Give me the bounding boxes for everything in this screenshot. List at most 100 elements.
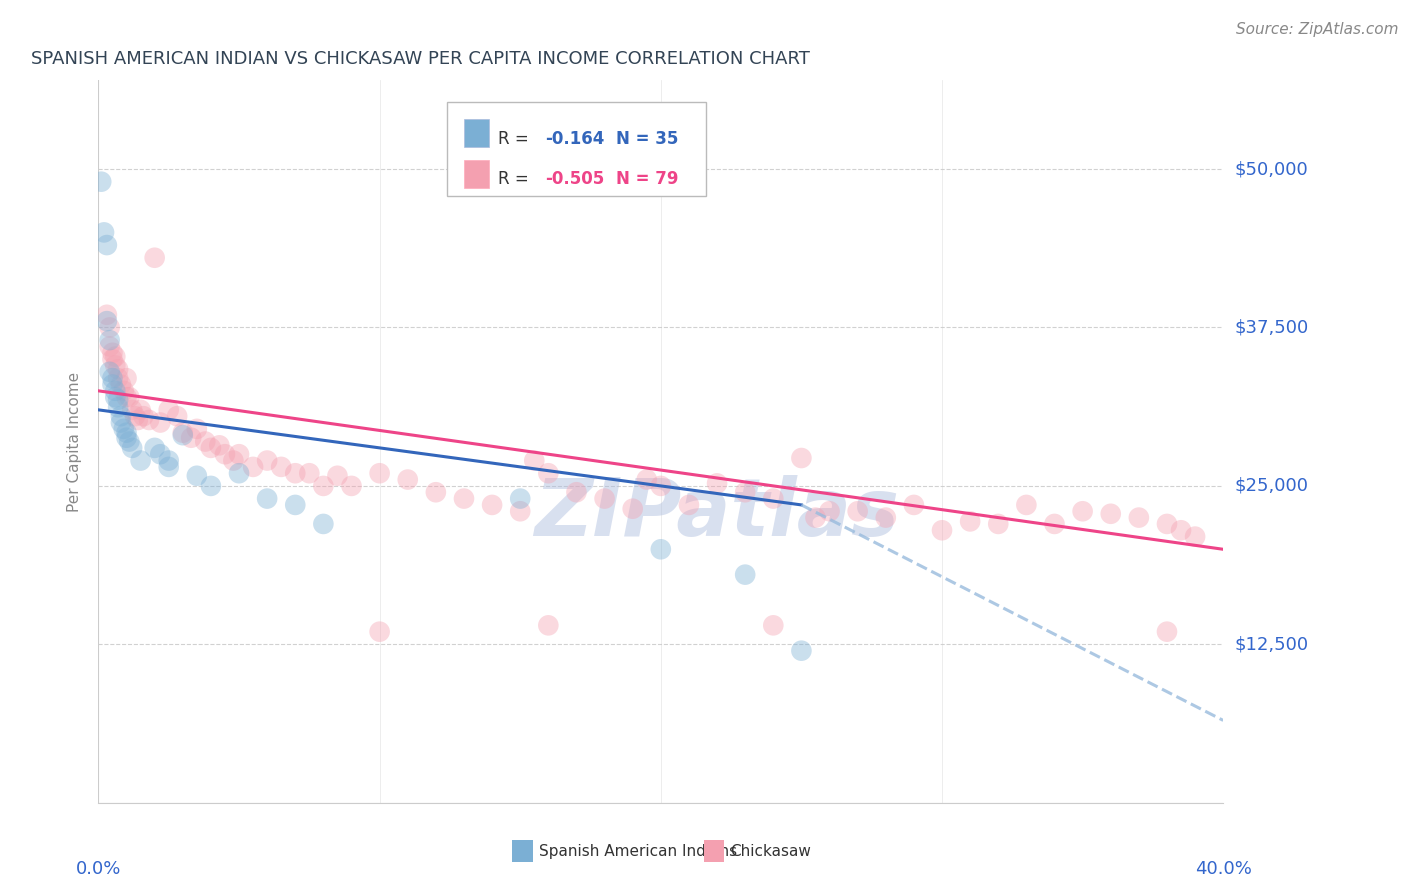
Point (115, 371, 138, 385)
Point (129, 453, 152, 467)
FancyBboxPatch shape (447, 102, 706, 196)
Text: SPANISH AMERICAN INDIAN VS CHICKASAW PER CAPITA INCOME CORRELATION CHART: SPANISH AMERICAN INDIAN VS CHICKASAW PER… (31, 50, 810, 68)
Point (107, 401, 129, 415)
Point (200, 479, 222, 493)
Point (340, 479, 363, 493)
Point (621, 501, 644, 516)
Text: -0.164: -0.164 (546, 129, 605, 147)
Point (523, 453, 546, 467)
Point (284, 467, 307, 481)
Point (1043, 516, 1066, 531)
Point (284, 498, 307, 512)
Point (166, 409, 188, 424)
Point (818, 504, 841, 518)
Point (208, 438, 231, 452)
Point (186, 468, 208, 483)
Point (172, 425, 194, 440)
Point (110, 377, 132, 392)
Point (228, 447, 250, 461)
Text: N = 79: N = 79 (616, 170, 678, 188)
Point (678, 498, 700, 512)
Point (121, 441, 143, 455)
Point (149, 416, 172, 430)
Point (143, 441, 166, 455)
Point (790, 450, 813, 465)
Text: ZIPatlas: ZIPatlas (534, 475, 900, 553)
Point (172, 428, 194, 442)
Point (509, 504, 531, 518)
Point (121, 402, 143, 417)
Point (425, 485, 447, 500)
Point (242, 459, 264, 474)
Point (93, 226, 115, 240)
Text: N = 35: N = 35 (616, 129, 678, 147)
Point (115, 425, 138, 440)
Point (312, 479, 335, 493)
Point (115, 390, 138, 404)
Point (96, 308, 118, 322)
Point (270, 459, 292, 474)
Point (987, 516, 1010, 531)
Point (762, 491, 785, 506)
Point (734, 485, 756, 500)
Point (90, 175, 112, 189)
Point (110, 416, 132, 430)
Point (107, 371, 129, 385)
Point (157, 402, 180, 417)
FancyBboxPatch shape (464, 120, 489, 147)
Point (1156, 516, 1178, 531)
Point (157, 453, 180, 467)
Point (903, 498, 925, 512)
Point (326, 468, 349, 483)
Point (636, 473, 658, 487)
Text: R =: R = (498, 170, 534, 188)
Text: 40.0%: 40.0% (1195, 860, 1251, 878)
Point (194, 434, 217, 449)
Point (537, 618, 560, 632)
Text: R =: R = (498, 129, 534, 147)
Point (98, 320, 121, 334)
Text: $25,000: $25,000 (1234, 477, 1309, 495)
Text: $12,500: $12,500 (1234, 635, 1309, 653)
Point (565, 485, 588, 500)
Point (762, 618, 785, 632)
Point (98, 333, 121, 347)
Point (107, 362, 129, 376)
Point (96, 238, 118, 252)
Point (112, 384, 135, 398)
Point (118, 434, 141, 449)
Point (101, 352, 124, 367)
Point (104, 359, 127, 373)
Point (101, 371, 124, 385)
Point (481, 498, 503, 512)
FancyBboxPatch shape (464, 160, 489, 187)
Point (104, 390, 127, 404)
Text: Spanish American Indians: Spanish American Indians (540, 844, 738, 859)
Point (537, 467, 560, 481)
Point (312, 516, 335, 531)
Point (1015, 498, 1038, 512)
Point (124, 409, 146, 424)
Point (157, 459, 180, 474)
Point (104, 350, 127, 364)
Text: $37,500: $37,500 (1234, 318, 1309, 336)
Point (650, 542, 672, 557)
Point (107, 392, 129, 407)
Point (804, 510, 827, 524)
Point (1184, 530, 1206, 544)
Point (1156, 624, 1178, 639)
Text: Source: ZipAtlas.com: Source: ZipAtlas.com (1236, 22, 1399, 37)
Point (96, 314, 118, 328)
Point (256, 453, 278, 467)
Point (98, 365, 121, 379)
Y-axis label: Per Capita Income: Per Capita Income (67, 371, 83, 512)
Text: -0.505: -0.505 (546, 170, 605, 188)
Point (149, 447, 172, 461)
Point (734, 567, 756, 582)
Point (509, 491, 531, 506)
Point (138, 413, 160, 427)
Point (101, 346, 124, 360)
Point (127, 413, 149, 427)
Point (101, 377, 124, 392)
Point (143, 251, 166, 265)
